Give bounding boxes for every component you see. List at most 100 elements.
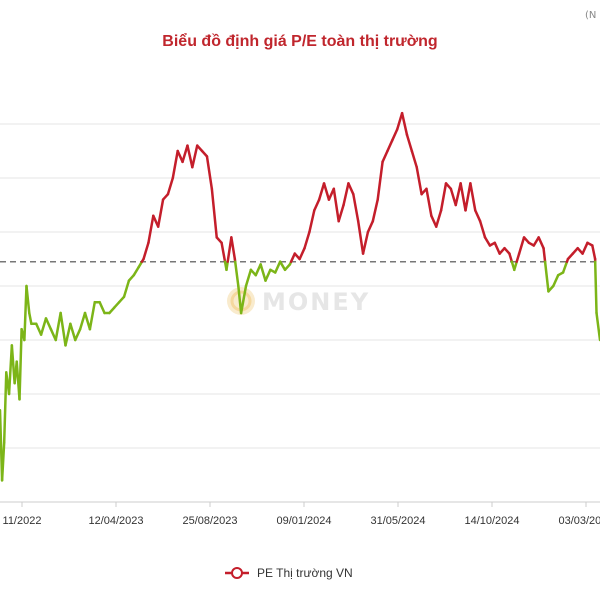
series-segment-below-average — [244, 268, 253, 288]
series-segment-above-average — [371, 198, 379, 223]
series-segment-above-average — [591, 244, 597, 261]
series-segment-below-average — [595, 311, 600, 342]
series-segment-below-average — [225, 260, 229, 272]
series-segment-above-average — [191, 144, 199, 169]
series-segment-below-average — [88, 300, 97, 331]
series-segment-above-average — [395, 111, 404, 131]
series-segment-above-average — [147, 214, 155, 245]
x-tick-label: 09/01/2024 — [276, 515, 331, 527]
series-segment-above-average — [352, 192, 360, 223]
corner-note: (N — [585, 10, 596, 21]
series-segment-below-average — [34, 322, 43, 336]
series-segment-below-average — [39, 317, 48, 336]
series-segment-above-average — [454, 182, 462, 207]
series-segment-below-average — [543, 260, 550, 293]
series-segment-above-average — [415, 165, 423, 196]
series-segment-above-average — [171, 149, 179, 180]
series-segment-below-average — [132, 265, 140, 277]
series-segment-below-average — [264, 268, 272, 282]
x-tick-label: 31/05/2024 — [370, 515, 425, 527]
series-segment-below-average — [2, 371, 8, 444]
series-segment-below-average — [239, 284, 248, 315]
series-segment-below-average — [59, 311, 67, 347]
x-tick-label: 25/08/2023 — [182, 515, 237, 527]
series-segment-above-average — [376, 160, 384, 201]
watermark-text: MONEY — [262, 288, 370, 316]
gridlines — [0, 123, 600, 449]
series-segment-above-average — [366, 219, 375, 234]
series-segment-above-average — [381, 149, 389, 164]
watermark: MONEY — [227, 287, 370, 316]
x-tick-label: 03/03/2025 — [558, 515, 600, 527]
series-segment-below-average — [233, 260, 240, 288]
x-tick-label: 14/10/2024 — [464, 515, 519, 527]
series-segment-above-average — [176, 149, 184, 164]
series-segment-above-average — [439, 182, 448, 212]
legend-marker-icon — [231, 567, 243, 579]
series-segment-above-average — [337, 203, 345, 223]
series-segment-above-average — [230, 236, 237, 261]
series-segment-below-average — [78, 311, 87, 331]
series-segment-below-average — [552, 273, 560, 288]
series-segment-below-average — [28, 311, 33, 326]
series-segment-above-average — [430, 214, 438, 228]
series-segment-above-average — [361, 230, 370, 255]
series-segment-below-average — [23, 284, 28, 342]
series-segment-below-average — [44, 317, 53, 331]
series-segment-below-average — [254, 263, 262, 277]
series-segment-above-average — [289, 252, 297, 263]
series-segment-above-average — [205, 155, 214, 191]
series-segment-below-average — [83, 311, 92, 331]
series-segment-above-average — [332, 187, 340, 223]
series-segment-above-average — [181, 144, 189, 164]
series-segment-above-average — [469, 182, 477, 212]
series-segment-above-average — [434, 209, 443, 228]
series-segment-above-average — [322, 182, 331, 201]
series-segment-above-average — [493, 241, 501, 255]
x-tick-label: 12/04/2023 — [88, 515, 143, 527]
series-segment-below-average — [561, 260, 569, 274]
series-segment-below-average — [54, 311, 62, 342]
series-segment-above-average — [537, 236, 545, 250]
series-segment-below-average — [513, 260, 518, 272]
series-segment-below-average — [122, 279, 131, 299]
series-segment-above-average — [478, 219, 487, 239]
series-segment-above-average — [508, 252, 514, 263]
series-segment-above-average — [166, 176, 175, 196]
series-segment-above-average — [581, 241, 589, 255]
series-segment-below-average — [69, 322, 77, 342]
series-segment-below-average — [18, 327, 23, 401]
series-segment-below-average — [98, 300, 106, 315]
series-segment-above-average — [313, 198, 321, 212]
series-segment-below-average — [64, 322, 72, 347]
series-segment-above-average — [386, 138, 394, 153]
x-axis-ticks: 11/2022 12/04/2023 25/08/2023 09/01/2024 31/… — [3, 502, 600, 527]
series-segment-above-average — [186, 144, 194, 169]
chart-title: Biểu đồ định giá P/E toàn thị trường — [162, 32, 437, 50]
series-segment-below-average — [74, 327, 82, 342]
series-segment-above-average — [542, 246, 547, 263]
series-segment-above-average — [210, 187, 218, 239]
series-segment-above-average — [142, 241, 150, 261]
series-segment-above-average — [464, 182, 472, 212]
series-segment-above-average — [449, 187, 457, 207]
series-segment-above-average — [400, 111, 409, 137]
series-segment-above-average — [342, 182, 350, 207]
series-segment-above-average — [298, 246, 306, 261]
series-segment-below-average — [0, 441, 6, 482]
series-segment-below-average — [237, 284, 243, 315]
legend-label: PE Thị trường VN — [257, 566, 353, 580]
series-segment-above-average — [517, 236, 526, 255]
series-segment-below-average — [278, 260, 287, 272]
series-segment-above-average — [391, 128, 399, 142]
legend[interactable]: PE Thị trường VN — [225, 566, 353, 580]
series-segment-above-average — [459, 182, 467, 212]
series-segment-above-average — [308, 209, 316, 234]
pe-series — [0, 111, 600, 482]
series-segment-above-average — [405, 133, 414, 153]
series-segment-above-average — [317, 182, 326, 201]
series-segment-above-average — [425, 187, 433, 218]
series-segment-above-average — [356, 219, 365, 255]
series-segment-below-average — [25, 284, 31, 315]
series-segment-below-average — [274, 260, 282, 274]
